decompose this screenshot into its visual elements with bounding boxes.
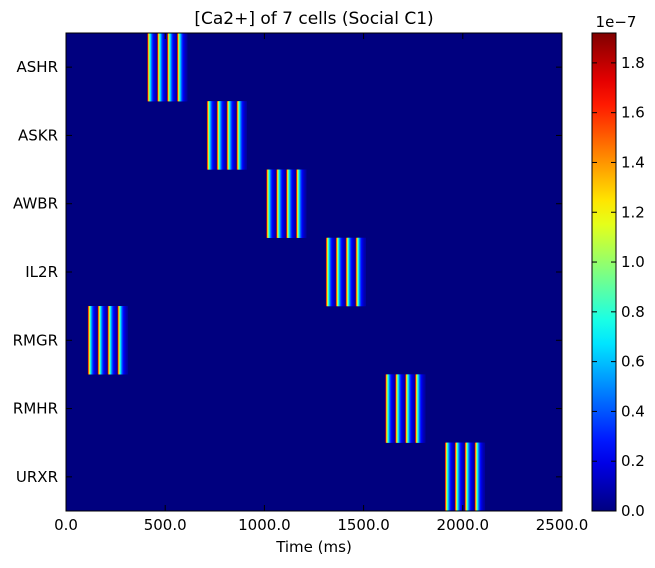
plot-background [66, 33, 562, 511]
colorbar-frame [591, 32, 617, 512]
colorbar-tick-label: 0.8 [621, 303, 645, 321]
x-tick-label: 0.0 [54, 516, 78, 534]
plot-area [65, 32, 563, 512]
y-tick-label: RMHR [13, 400, 58, 418]
y-tick-label: URXR [16, 468, 58, 486]
x-tick-label: 1000.0 [238, 516, 291, 534]
colorbar-tick-label: 1.0 [621, 253, 645, 271]
heat-row-awbr [266, 169, 307, 238]
x-tick-label: 2500.0 [536, 516, 589, 534]
heat-cell [484, 442, 486, 511]
heat-cell [305, 169, 307, 238]
colorbar-tick-label: 0.2 [621, 452, 645, 470]
heat-cell [424, 374, 426, 443]
colorbar-tick-label: 0.4 [621, 402, 645, 420]
colorbar-tick-label: 1.2 [621, 203, 645, 221]
x-tick-label: 500.0 [144, 516, 187, 534]
colorbar-tick-label: 1.4 [621, 153, 645, 171]
x-tick-label: 1500.0 [337, 516, 390, 534]
heat-cell [365, 237, 366, 307]
heat-row-askr [206, 101, 247, 170]
heat-row-rmgr [87, 306, 128, 375]
colorbar-tick-label: 0.0 [621, 502, 645, 520]
colorbar-ticks: 0.0 0.2 0.4 0.6 0.8 1.0 1.2 1.4 1.6 1.8 [592, 54, 645, 520]
y-tick-label: AWBR [13, 195, 58, 213]
heat-cell [127, 306, 128, 375]
y-tick-label: ASKR [18, 126, 58, 144]
colorbar-exponent: 1e−7 [596, 13, 637, 31]
y-tick-label: RMGR [13, 331, 58, 349]
heat-row-ashr [147, 33, 188, 102]
heat-cell [246, 101, 247, 170]
y-tick-label: ASHR [17, 58, 58, 76]
colorbar: 0.0 0.2 0.4 0.6 0.8 1.0 1.2 1.4 1.6 1.8 1e−7 [591, 13, 645, 520]
heat-row-il2r [325, 237, 366, 307]
y-tick-label: IL2R [25, 263, 58, 281]
colorbar-gradient [592, 33, 616, 511]
heatmap-cells [87, 33, 486, 511]
colorbar-tick-label: 1.6 [621, 104, 645, 122]
x-tick-label: 2000.0 [437, 516, 490, 534]
heat-row-urxr [444, 442, 486, 511]
y-axis: ASHR ASKR AWBR IL2R RMGR RMHR URXR [13, 58, 562, 486]
heat-row-rmhr [385, 374, 426, 443]
heat-cell [186, 33, 188, 102]
colorbar-tick-label: 1.8 [621, 54, 645, 72]
x-axis: 0.0 500.0 1000.0 1500.0 2000.0 2500.0 [54, 33, 588, 534]
colorbar-tick-label: 0.6 [621, 353, 645, 371]
chart-title: [Ca2+] of 7 cells (Social C1) [194, 9, 433, 29]
x-axis-label: Time (ms) [275, 538, 352, 556]
